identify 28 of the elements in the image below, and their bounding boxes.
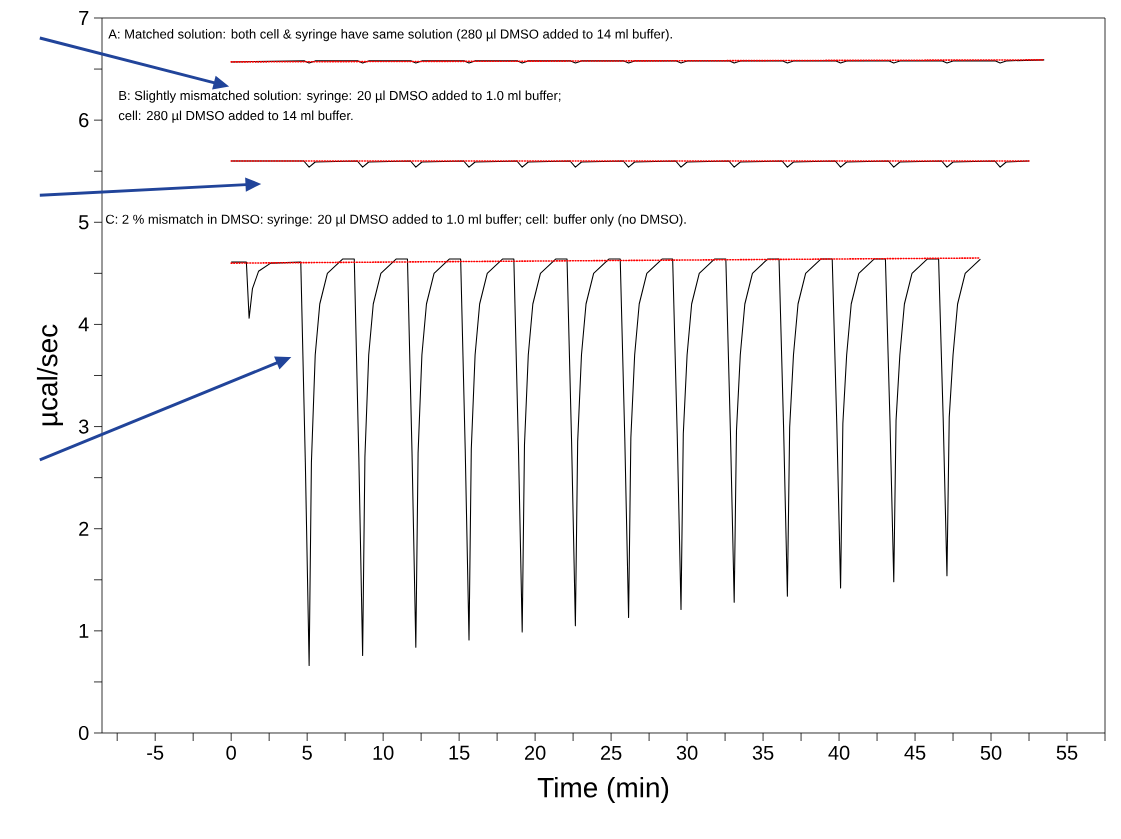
annotation: B: Slightly mismatched solution: syringe: 20 µl DMSO added to 1.0 ml buffer; bbox=[119, 90, 561, 103]
x-tick-label: 25 bbox=[600, 745, 622, 760]
annotation: cell: 280 µl DMSO added to 14 ml buffer. bbox=[118, 110, 353, 123]
x-tick-label: 5 bbox=[302, 745, 312, 760]
x-tick-label: 45 bbox=[904, 745, 926, 760]
y-tick-label: 2 bbox=[79, 521, 89, 536]
y-tick-label: 7 bbox=[79, 11, 89, 25]
y-tick-label: 3 bbox=[78, 419, 89, 434]
y-tick-label: 1 bbox=[79, 623, 89, 638]
y-tick-label: 5 bbox=[78, 215, 89, 230]
x-tick-label: 10 bbox=[373, 745, 394, 760]
x-tick-label: 30 bbox=[676, 745, 698, 760]
x-tick-label: 0 bbox=[226, 745, 236, 760]
x-tick-label: 15 bbox=[449, 745, 470, 760]
x-axis-title: Time (min) bbox=[537, 777, 669, 804]
x-tick-label: 35 bbox=[752, 745, 774, 760]
x-tick-label: 55 bbox=[1056, 745, 1078, 760]
annotation: A: Matched solution: both cell & syringe have same solution (280 µl DMSO added to 14 ml buffer). bbox=[108, 29, 672, 42]
x-tick-label: 20 bbox=[525, 745, 546, 760]
annotation: C: 2 % mismatch in DMSO: syringe: 20 µl DMSO added to 1.0 ml buffer; cell: buffer only (no DMSO). bbox=[105, 214, 686, 227]
x-tick-label: 50 bbox=[980, 745, 1002, 760]
y-tick-label: 6 bbox=[79, 113, 89, 128]
x-tick-label: -5 bbox=[147, 745, 164, 760]
y-tick-label: 0 bbox=[78, 725, 89, 741]
y-tick-label: 4 bbox=[78, 317, 89, 332]
y-axis-title: µcal/sec bbox=[36, 324, 64, 426]
line-series bbox=[230, 258, 981, 667]
x-tick-label: 40 bbox=[828, 745, 850, 760]
